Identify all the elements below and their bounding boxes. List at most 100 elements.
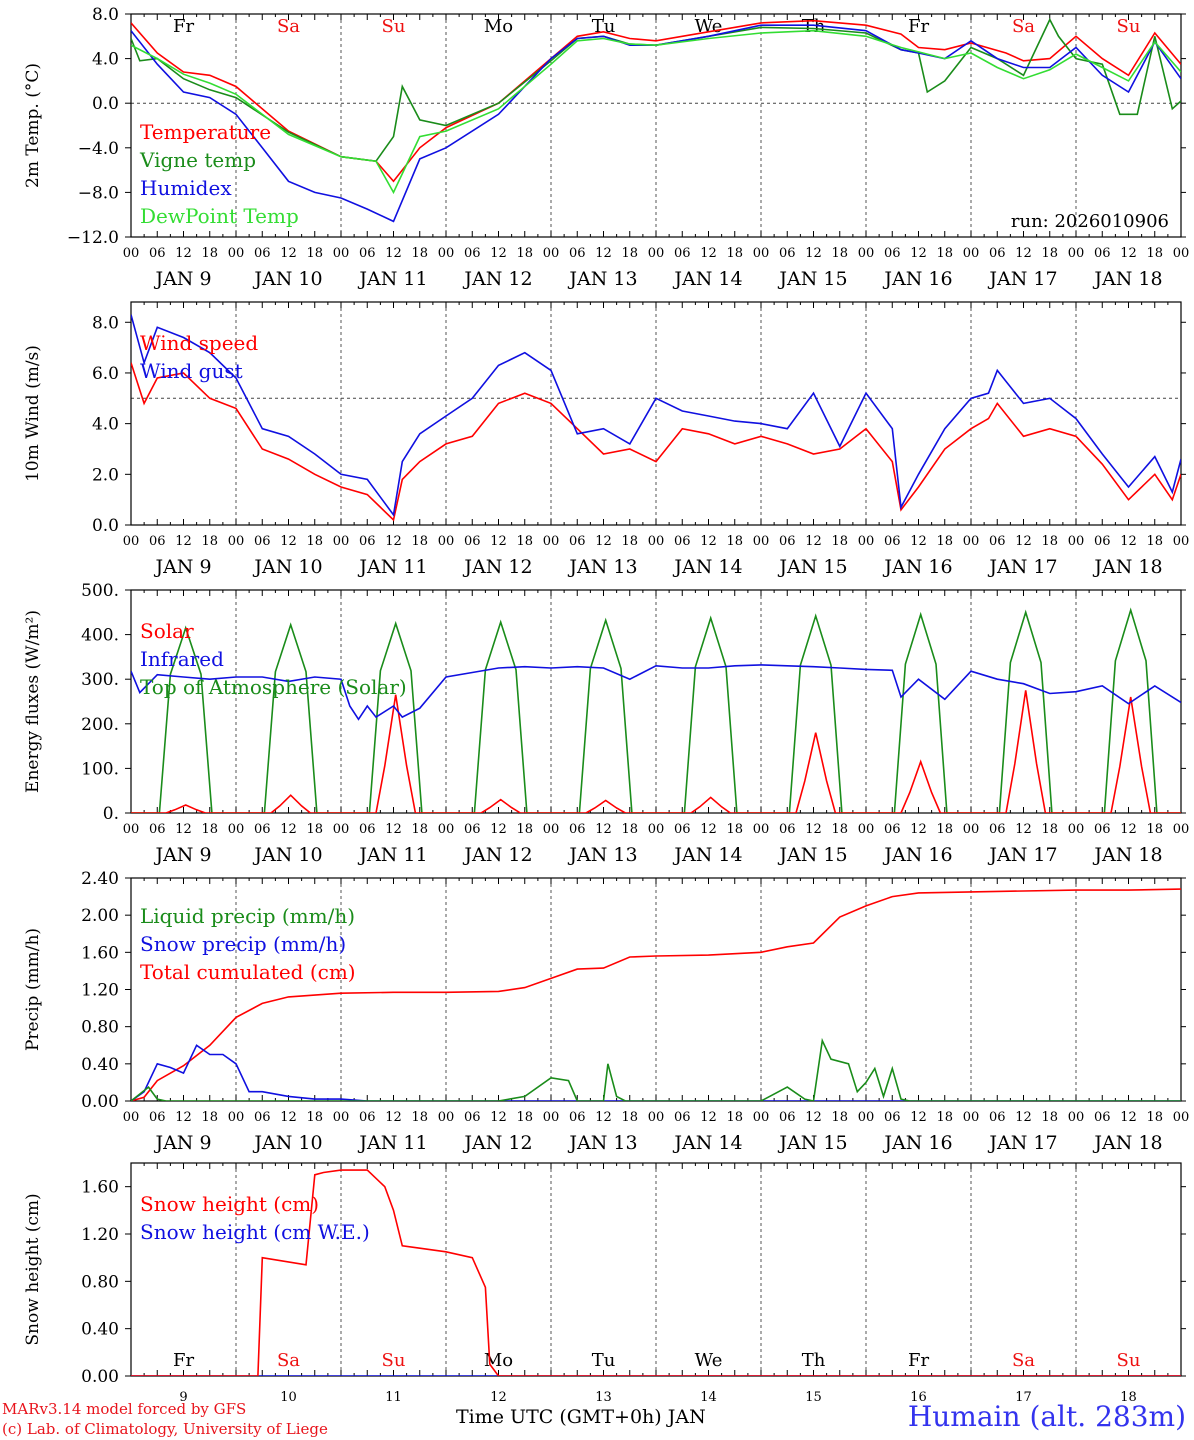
hour-tick-label: 06 — [989, 246, 1006, 261]
weekday-label: Su — [1117, 16, 1141, 37]
y-tick-label: −8.0 — [78, 183, 119, 203]
hour-tick-label: 12 — [805, 534, 822, 549]
date-label: JAN 18 — [1092, 268, 1162, 290]
series-line — [131, 690, 1181, 813]
hour-tick-label: 00 — [858, 822, 875, 837]
date-label: JAN 10 — [252, 844, 322, 866]
y-axis-label: 2m Temp. (°C) — [23, 63, 43, 188]
hour-tick-label: 00 — [1068, 822, 1085, 837]
weekday-label: Fr — [908, 1350, 929, 1371]
date-label: JAN 14 — [672, 844, 742, 866]
hour-tick-label: 18 — [726, 1110, 743, 1125]
station-label: Humain (alt. 283m) — [907, 1400, 1186, 1433]
hour-tick-label: 18 — [516, 1110, 533, 1125]
hour-tick-label: 06 — [674, 534, 691, 549]
legend-entry: Humidex — [140, 176, 232, 200]
weekday-label: Fr — [173, 16, 194, 37]
panel-precip: 2.40 2.00 1.60 1.20 0.80 0.40 0.00 Precip (mm/h… — [23, 869, 1189, 1154]
hour-tick-label: 00 — [333, 534, 350, 549]
date-label: JAN 13 — [567, 1132, 637, 1154]
y-tick-label: 4.0 — [92, 50, 119, 70]
hour-tick-label: 12 — [805, 822, 822, 837]
hour-tick-label: 18 — [516, 246, 533, 261]
weekday-label: We — [695, 1350, 723, 1371]
y-tick-label: 6.0 — [92, 364, 119, 384]
y-axis-label: Precip (mm/h) — [23, 928, 43, 1051]
date-label: JAN 9 — [153, 1132, 211, 1154]
hour-tick-label: 12 — [385, 822, 402, 837]
y-tick-label: 0.0 — [92, 516, 119, 536]
hour-tick-label: 18 — [1146, 822, 1163, 837]
hour-tick-label: 12 — [910, 534, 927, 549]
hour-tick-label: 18 — [621, 1110, 638, 1125]
y-tick-label: 400. — [81, 626, 119, 646]
hour-tick-label: 18 — [936, 822, 953, 837]
hour-tick-label: 00 — [333, 246, 350, 261]
weekday-label: Su — [382, 1350, 406, 1371]
hour-tick-label: 00 — [1173, 534, 1190, 549]
y-axis-label: Energy fluxes (W/m²) — [23, 610, 43, 793]
legend-entry: Total cumulated (cm) — [140, 960, 356, 984]
hour-tick-label: 18 — [411, 1110, 428, 1125]
hour-tick-label: 12 — [595, 246, 612, 261]
hour-tick-label: 18 — [1041, 534, 1058, 549]
y-tick-label: 0.40 — [81, 1055, 119, 1075]
hour-tick-label: 00 — [648, 1110, 665, 1125]
date-label: JAN 13 — [567, 268, 637, 290]
hour-tick-label: 12 — [280, 822, 297, 837]
hour-tick-label: 06 — [1094, 1110, 1111, 1125]
y-tick-label: 300. — [81, 670, 119, 690]
hour-tick-label: 18 — [201, 1110, 218, 1125]
hour-tick-label: 06 — [359, 822, 376, 837]
y-tick-label: 1.20 — [81, 1225, 119, 1245]
y-tick-label: 2.00 — [81, 906, 119, 926]
date-label: JAN 12 — [462, 1132, 532, 1154]
hour-tick-label: 12 — [595, 822, 612, 837]
hour-tick-label: 18 — [1041, 1110, 1058, 1125]
weekday-label: Fr — [908, 16, 929, 37]
hour-tick-label: 06 — [359, 246, 376, 261]
panel-energy: 500. 400. 300. 200. 100. 0. Energy fluxes (W/m… — [23, 581, 1189, 866]
hour-tick-label: 18 — [411, 822, 428, 837]
hour-tick-label: 06 — [569, 1110, 586, 1125]
date-label: JAN 15 — [777, 268, 847, 290]
day-number-label: 18 — [1120, 1390, 1137, 1405]
date-label: JAN 9 — [153, 268, 211, 290]
hour-tick-label: 12 — [805, 246, 822, 261]
hour-tick-label: 06 — [464, 246, 481, 261]
weekday-label: We — [695, 16, 723, 37]
hour-tick-label: 06 — [884, 246, 901, 261]
hour-tick-label: 18 — [831, 822, 848, 837]
hour-tick-label: 00 — [963, 246, 980, 261]
hour-tick-label: 18 — [306, 822, 323, 837]
date-label: JAN 10 — [252, 556, 322, 578]
weekday-label: Th — [802, 1350, 826, 1371]
hour-tick-label: 12 — [175, 246, 192, 261]
y-tick-label: 0.00 — [81, 1092, 119, 1112]
y-tick-label: 1.60 — [81, 1178, 119, 1198]
date-label: JAN 9 — [153, 556, 211, 578]
hour-tick-label: 06 — [569, 246, 586, 261]
series-line — [131, 888, 1181, 1101]
hour-tick-label: 12 — [490, 1110, 507, 1125]
hour-tick-label: 00 — [858, 534, 875, 549]
legend-entry: Liquid precip (mm/h) — [140, 904, 355, 928]
hour-tick-label: 00 — [963, 1110, 980, 1125]
day-number-label: 16 — [910, 1390, 927, 1405]
series-line — [131, 24, 1181, 223]
date-label: JAN 18 — [1092, 1132, 1162, 1154]
weekday-label: Tu — [592, 1350, 616, 1371]
hour-tick-label: 12 — [700, 822, 717, 837]
hour-tick-label: 00 — [228, 246, 245, 261]
date-label: JAN 11 — [357, 268, 427, 290]
y-tick-label: −4.0 — [78, 139, 119, 159]
date-label: JAN 15 — [777, 844, 847, 866]
legend-entry: Snow precip (mm/h) — [140, 932, 346, 956]
y-tick-label: −12.0 — [67, 228, 119, 248]
hour-tick-label: 18 — [201, 534, 218, 549]
y-axis-label: 10m Wind (m/s) — [23, 345, 43, 482]
hour-tick-label: 06 — [674, 246, 691, 261]
hour-tick-label: 12 — [700, 246, 717, 261]
x-axis-title: Time UTC (GMT+0h) JAN — [456, 1406, 706, 1428]
